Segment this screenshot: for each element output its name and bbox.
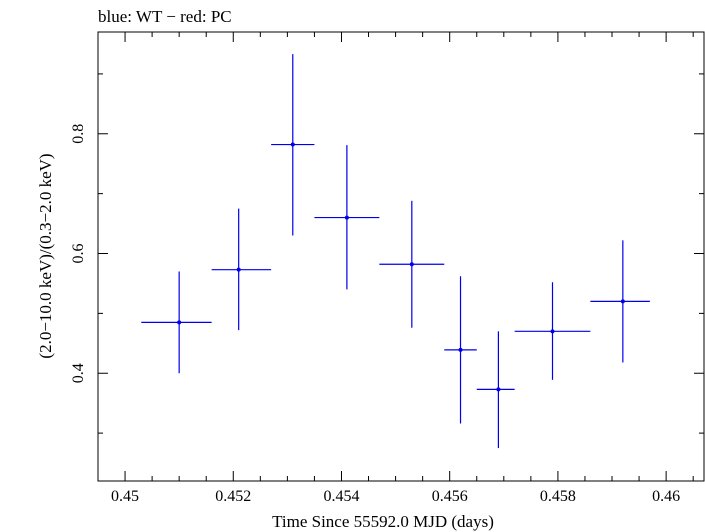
data-point [514, 282, 591, 380]
y-axis-label: (2.0−10.0 keV)/(0.3−2.0 keV) [36, 153, 55, 358]
y-tick-label: 0.8 [70, 124, 87, 144]
point-marker [496, 387, 501, 392]
point-marker [409, 262, 414, 267]
data-point [379, 200, 445, 328]
data-series [141, 54, 650, 449]
data-point [444, 276, 477, 424]
x-tick-label: 0.454 [323, 488, 359, 505]
x-tick-label: 0.458 [540, 488, 576, 505]
y-tick-label: 0.6 [70, 244, 87, 264]
x-axis-label: Time Since 55592.0 MJD (days) [272, 512, 494, 531]
point-marker [177, 320, 182, 325]
axis-ticks [98, 32, 704, 481]
point-marker [550, 329, 555, 334]
data-point [271, 54, 315, 236]
x-tick-label: 0.456 [432, 488, 468, 505]
x-tick-label: 0.452 [215, 488, 251, 505]
x-tick-label: 0.45 [111, 488, 139, 505]
x-tick-label: 0.46 [652, 488, 680, 505]
point-marker [344, 215, 349, 220]
data-point [211, 208, 272, 331]
data-point [141, 271, 212, 374]
data-point [314, 145, 380, 290]
y-tick-label: 0.4 [70, 363, 87, 383]
tick-labels: 0.45 0.452 0.454 0.456 0.458 0.46 0.4 0.6 0.8 [70, 124, 680, 505]
plot-frame [97, 31, 705, 482]
chart-title: blue: WT − red: PC [98, 7, 232, 26]
point-marker [458, 347, 463, 352]
point-marker [620, 299, 625, 304]
point-marker [236, 267, 241, 272]
point-marker [290, 142, 295, 147]
data-point [476, 331, 515, 449]
data-point [590, 240, 650, 363]
